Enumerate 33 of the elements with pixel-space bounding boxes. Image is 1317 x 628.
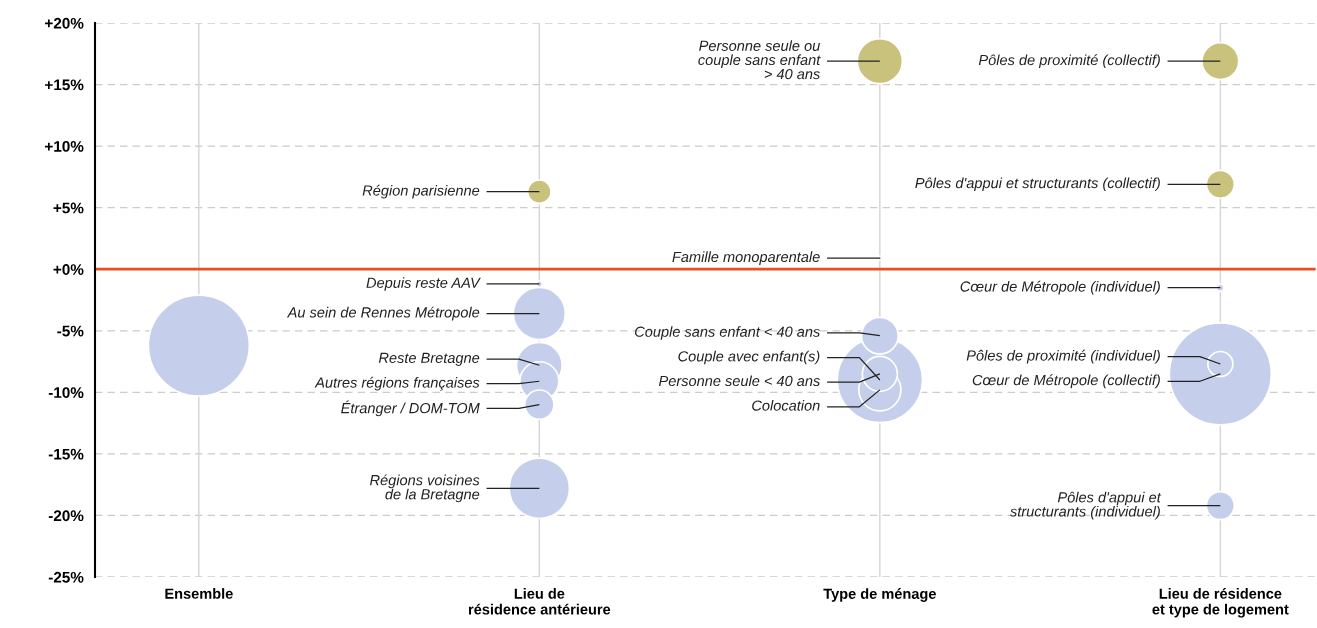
y-tick-label: -10% — [48, 387, 84, 399]
y-tick-label: +0% — [53, 264, 84, 275]
y-tick-label: +10% — [45, 140, 84, 152]
x-tick-label: Lieu de résidence antérieure — [468, 588, 611, 615]
annotation: Personne seule < 40 ans — [658, 375, 820, 387]
annotation: Cœur de Métropole (individuel) — [960, 280, 1160, 295]
annotation: Colocation — [752, 400, 820, 411]
y-tick-label: -5% — [57, 325, 84, 337]
annotation: Régions voisines de la Bretagne — [369, 474, 480, 503]
annotation: Pôles d'appui et structurants (collectif) — [915, 177, 1160, 192]
x-tick-label: Type de ménage — [823, 588, 936, 602]
annotation: Depuis reste AAV — [366, 277, 481, 291]
annotation: Pôles de proximité (collectif) — [978, 54, 1160, 69]
annotation: Personne seule ou couple sans enfant > 40 ans — [698, 40, 821, 80]
annotation: Région parisienne — [362, 184, 480, 199]
y-tick-label: -25% — [48, 571, 84, 583]
y-tick-label: -20% — [48, 510, 84, 522]
annotation: Famille monoparentale — [672, 251, 820, 265]
x-tick-label: Ensemble — [165, 588, 233, 599]
x-tick-label: Lieu de résidence et type de logement — [1152, 587, 1289, 618]
annotation: Pôles d'appui et structurants (individuel) — [1010, 491, 1162, 520]
annotation: Étranger / DOM-TOM — [341, 400, 480, 417]
annotation: Couple avec enfant(s) — [678, 350, 820, 365]
annotation: Reste Bretagne — [378, 352, 480, 366]
annotation: Pôles de proximité (individuel) — [966, 349, 1160, 364]
y-tick-label: +5% — [53, 202, 84, 214]
annotation: Cœur de Métropole (collectif) — [972, 374, 1160, 389]
y-tick-label: -15% — [48, 448, 84, 460]
y-tick-label: +15% — [45, 79, 84, 91]
annotation: Au sein de Rennes Métropole — [286, 306, 480, 321]
annotation: Autres régions françaises — [314, 376, 480, 391]
y-tick-label: +20% — [45, 17, 84, 29]
annotation: Couple sans enfant < 40 ans — [635, 326, 820, 340]
